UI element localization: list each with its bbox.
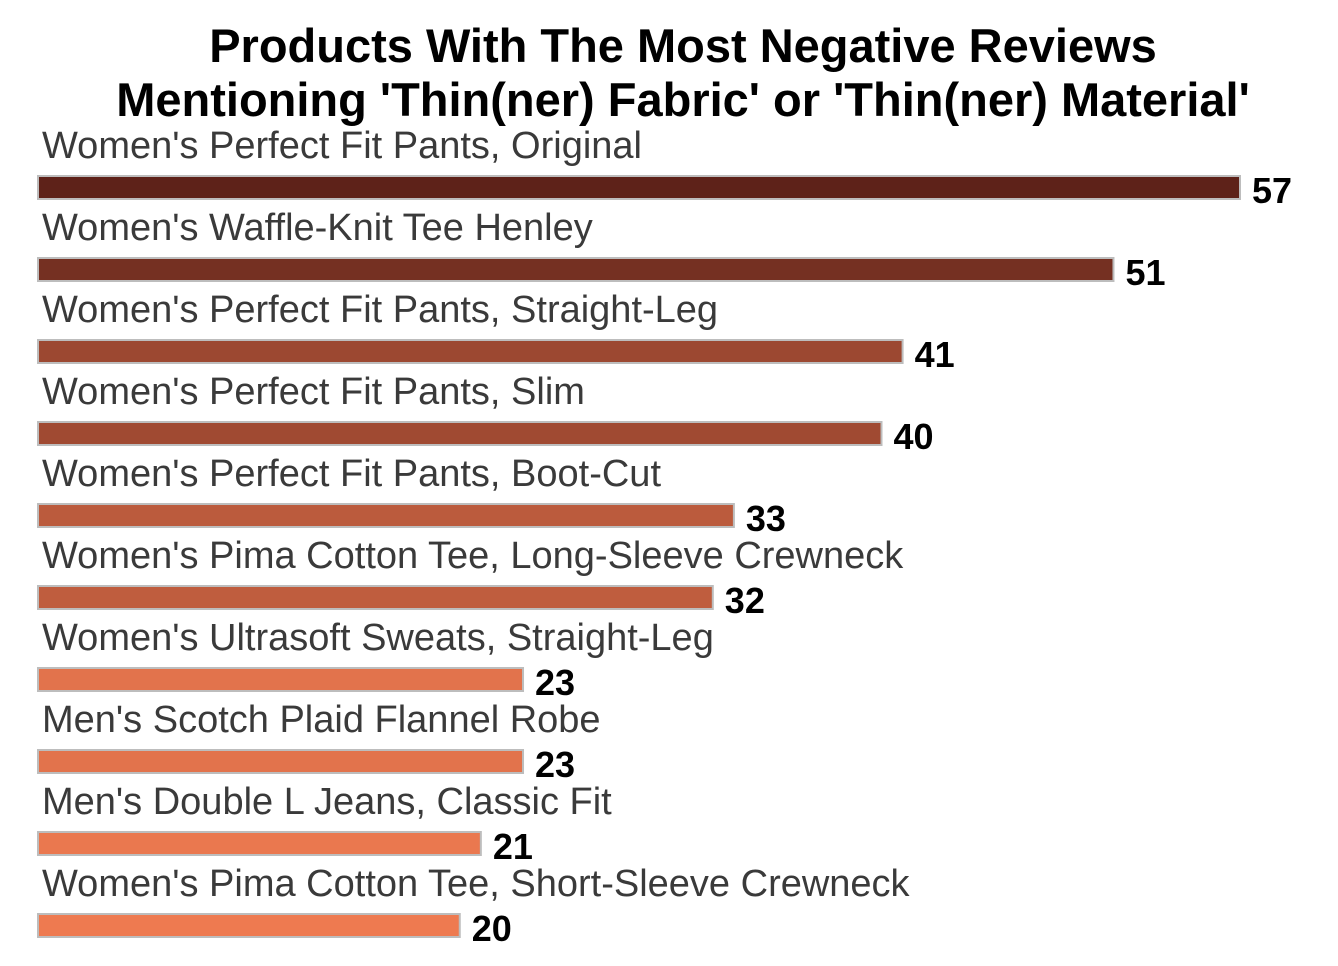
value-label: 57 [1252,170,1292,211]
category-label: Women's Waffle-Knit Tee Henley [42,207,593,249]
value-label: 51 [1125,252,1165,293]
category-label: Men's Double L Jeans, Classic Fit [42,781,612,823]
value-label: 32 [725,580,765,621]
chart-title-line-2: Mentioning 'Thin(ner) Fabric' or 'Thin(n… [116,73,1250,126]
bar [37,175,1241,200]
bar [37,257,1115,282]
bar [37,339,904,364]
category-label: Women's Perfect Fit Pants, Original [42,125,642,167]
category-label: Women's Pima Cotton Tee, Long-Sleeve Cre… [42,535,904,577]
chart-title-line-1: Products With The Most Negative Reviews [209,19,1157,72]
category-label: Women's Pima Cotton Tee, Short-Sleeve Cr… [42,863,911,905]
bar [37,421,883,446]
bar-row: Women's Pima Cotton Tee, Short-Sleeve Cr… [37,863,911,949]
value-label: 23 [535,662,575,703]
category-label: Women's Perfect Fit Pants, Straight-Leg [42,289,718,331]
category-label: Women's Perfect Fit Pants, Boot-Cut [42,453,661,495]
category-label: Women's Ultrasoft Sweats, Straight-Leg [42,617,714,659]
value-label: 20 [472,908,512,949]
bar [37,667,525,692]
bar-row: Women's Perfect Fit Pants, Straight-Leg 4… [37,289,955,375]
bar-row: Women's Perfect Fit Pants, Slim 40 [37,371,934,457]
value-label: 21 [493,826,533,867]
bar [37,503,735,528]
value-label: 41 [915,334,955,375]
bar-row: Women's Perfect Fit Pants, Original 57 [37,125,1292,211]
bar-row: Women's Pima Cotton Tee, Long-Sleeve Cre… [37,535,904,621]
bar [37,585,714,610]
bar-row: Women's Waffle-Knit Tee Henley 51 [37,207,1166,293]
value-label: 40 [894,416,934,457]
bar [37,831,482,856]
category-label: Men's Scotch Plaid Flannel Robe [42,699,601,741]
value-label: 33 [746,498,786,539]
bar [37,749,525,774]
bar-row: Women's Perfect Fit Pants, Boot-Cut 33 [37,453,786,539]
bar [37,913,461,938]
category-label: Women's Perfect Fit Pants, Slim [42,371,585,413]
chart-title: Products With The Most Negative Reviews … [116,19,1250,126]
value-label: 23 [535,744,575,785]
bars-layer: Women's Perfect Fit Pants, Original57Wom… [37,125,1292,949]
